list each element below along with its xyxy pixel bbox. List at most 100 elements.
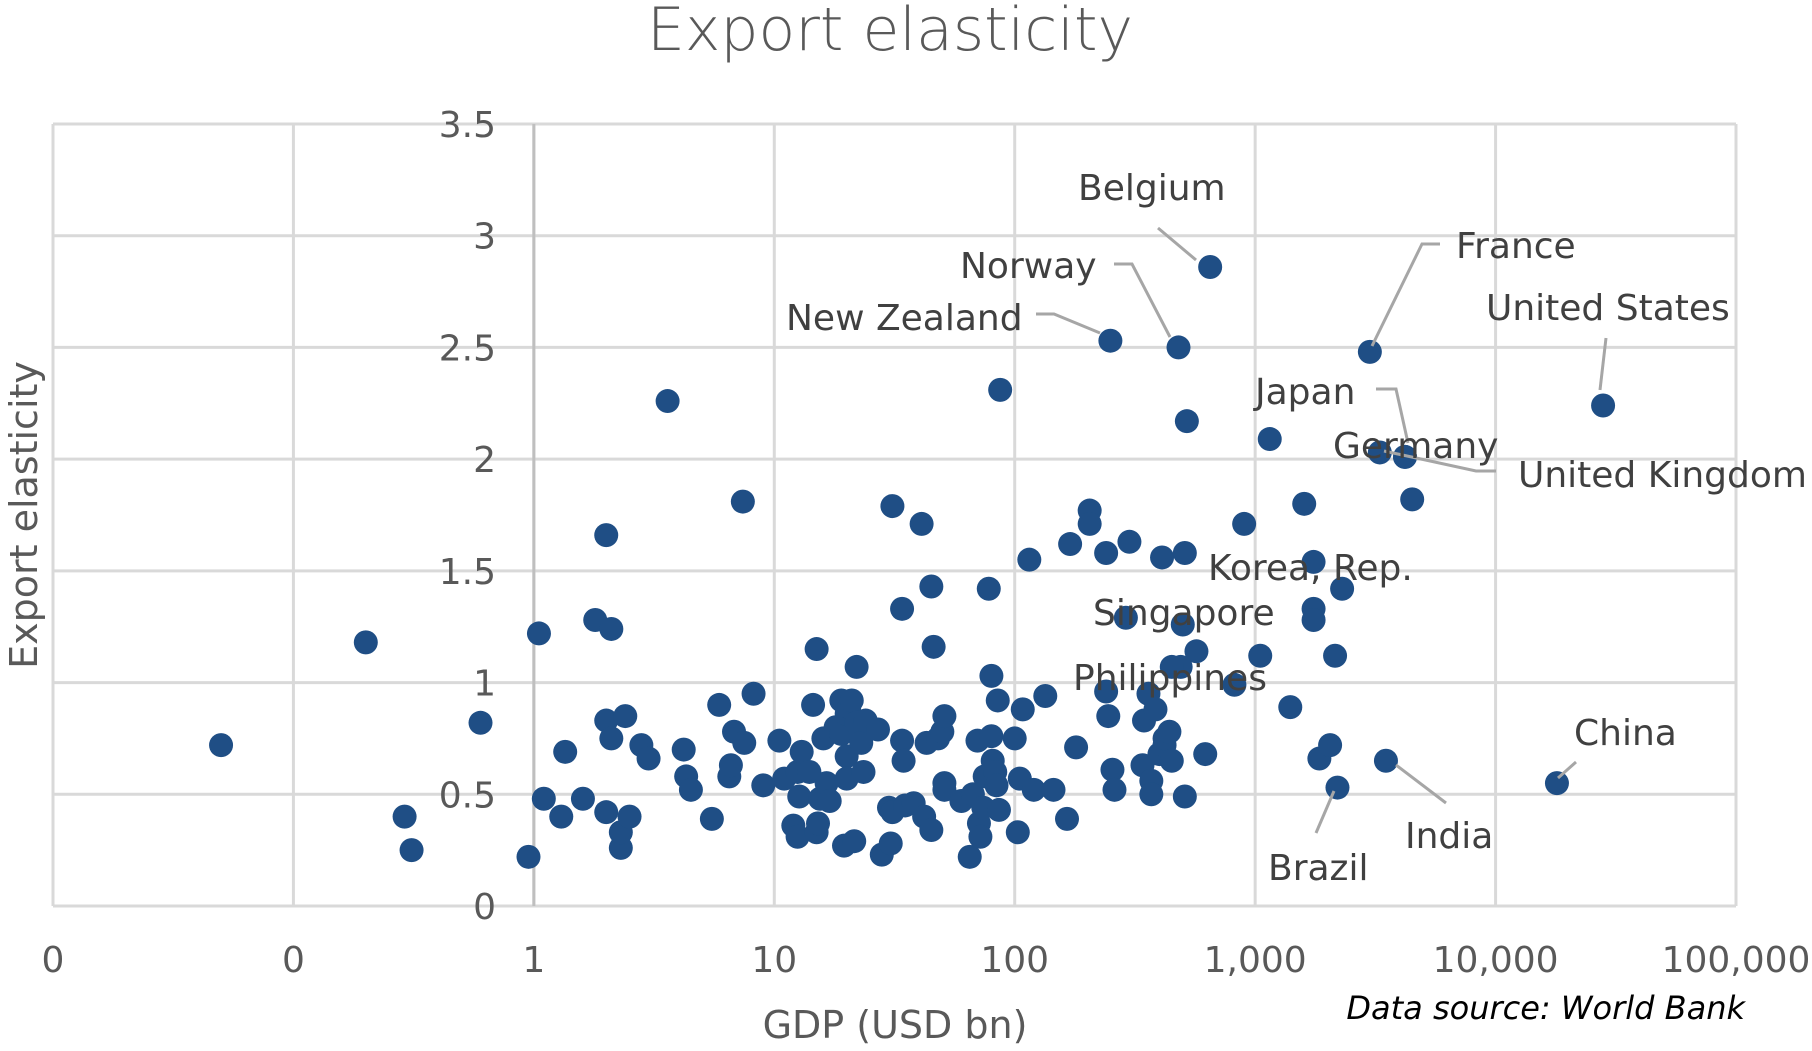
data-point xyxy=(699,806,724,831)
data-point xyxy=(594,523,619,548)
data-point xyxy=(468,710,493,735)
data-point xyxy=(655,389,680,414)
data-point xyxy=(671,737,696,762)
data-point xyxy=(817,788,842,813)
data-point xyxy=(209,733,234,758)
data-point xyxy=(399,838,424,863)
data-point xyxy=(526,621,551,646)
data-point xyxy=(1077,511,1102,536)
data-point xyxy=(1021,777,1046,802)
data-point xyxy=(932,777,957,802)
data-point xyxy=(549,804,574,829)
x-tick-label: 100 xyxy=(980,940,1049,981)
labeled-data-point xyxy=(1301,549,1326,574)
data-point xyxy=(718,753,743,778)
data-point xyxy=(932,704,957,729)
data-point xyxy=(801,692,826,717)
labeled-data-point xyxy=(1357,339,1382,364)
data-point xyxy=(806,811,831,836)
data-point xyxy=(979,663,1004,688)
x-tick-label: 10,000 xyxy=(1433,940,1559,981)
data-point xyxy=(1292,491,1317,516)
point-label: New Zealand xyxy=(786,298,1023,339)
y-tick-label: 0.5 xyxy=(439,775,496,816)
labeled-data-point xyxy=(1367,440,1392,465)
point-label: Korea, Rep. xyxy=(1208,548,1413,589)
data-point xyxy=(1143,697,1168,722)
point-label: China xyxy=(1574,713,1677,754)
point-label: Philippines xyxy=(1073,658,1267,699)
data-point xyxy=(890,728,915,753)
data-point xyxy=(789,739,814,764)
labeled-data-point xyxy=(1170,612,1195,637)
leader-line xyxy=(1395,763,1447,805)
y-axis-label: Export elasticity xyxy=(2,361,46,669)
data-point xyxy=(613,704,638,729)
labeled-data-point xyxy=(1373,748,1398,773)
data-point xyxy=(1400,487,1425,512)
data-point xyxy=(617,804,642,829)
data-point xyxy=(1330,576,1355,601)
data-point xyxy=(986,797,1011,822)
data-point xyxy=(594,800,619,825)
data-point xyxy=(968,824,993,849)
x-tick-label: 1,000 xyxy=(1204,940,1307,981)
data-point xyxy=(985,688,1010,713)
point-label: France xyxy=(1456,226,1576,267)
data-point xyxy=(1117,529,1142,554)
data-point xyxy=(1113,605,1138,630)
x-axis-label: GDP (USD bn) xyxy=(763,1003,1028,1047)
leader-line xyxy=(1598,337,1608,391)
point-label: United States xyxy=(1486,288,1730,329)
data-point xyxy=(1096,704,1121,729)
point-label: India xyxy=(1405,816,1493,857)
data-point xyxy=(1323,643,1348,668)
y-tick-label: 2.5 xyxy=(439,328,496,369)
data-point xyxy=(984,773,1009,798)
data-point xyxy=(842,829,867,854)
data-point xyxy=(804,637,829,662)
data-point xyxy=(1100,757,1125,782)
data-point xyxy=(531,786,556,811)
data-point xyxy=(392,804,417,829)
point-label: Brazil xyxy=(1268,848,1368,889)
data-point xyxy=(1064,735,1089,760)
chart-title: Export elasticity xyxy=(647,0,1133,65)
data-point xyxy=(797,759,822,784)
labeled-data-point xyxy=(1159,654,1184,679)
leader-line xyxy=(1383,449,1496,473)
data-point xyxy=(1094,540,1119,565)
data-point xyxy=(1222,672,1247,697)
data-point xyxy=(1193,742,1218,767)
data-point xyxy=(976,576,1001,601)
annotations: Belgium Norway New Zealand France United Sta… xyxy=(786,168,1807,889)
leader-line xyxy=(1114,262,1172,338)
annotation-leaders xyxy=(1036,226,1608,834)
data-point xyxy=(751,773,776,798)
data-point xyxy=(814,771,839,796)
labeled-data-point xyxy=(1098,328,1123,353)
point-label: Germany xyxy=(1333,426,1498,467)
data-point xyxy=(1010,697,1035,722)
y-tick-label: 1 xyxy=(473,664,496,705)
data-point xyxy=(1002,726,1027,751)
data-point xyxy=(921,634,946,659)
point-label: United Kingdom xyxy=(1518,455,1807,496)
data-point xyxy=(767,728,792,753)
y-tick-label: 1.5 xyxy=(439,552,496,593)
data-point xyxy=(849,730,874,755)
data-point xyxy=(957,844,982,869)
data-points xyxy=(209,254,1616,869)
point-label: Belgium xyxy=(1078,168,1226,209)
labeled-data-point xyxy=(1544,771,1569,796)
y-tick-label: 3 xyxy=(473,217,496,258)
data-point xyxy=(839,688,864,713)
data-point xyxy=(1017,547,1042,572)
data-point xyxy=(1172,784,1197,809)
leader-line xyxy=(1157,226,1197,262)
data-point xyxy=(1139,782,1164,807)
leader-line xyxy=(1036,312,1101,335)
data-point xyxy=(919,818,944,843)
data-point xyxy=(787,784,812,809)
data-point xyxy=(1094,679,1119,704)
